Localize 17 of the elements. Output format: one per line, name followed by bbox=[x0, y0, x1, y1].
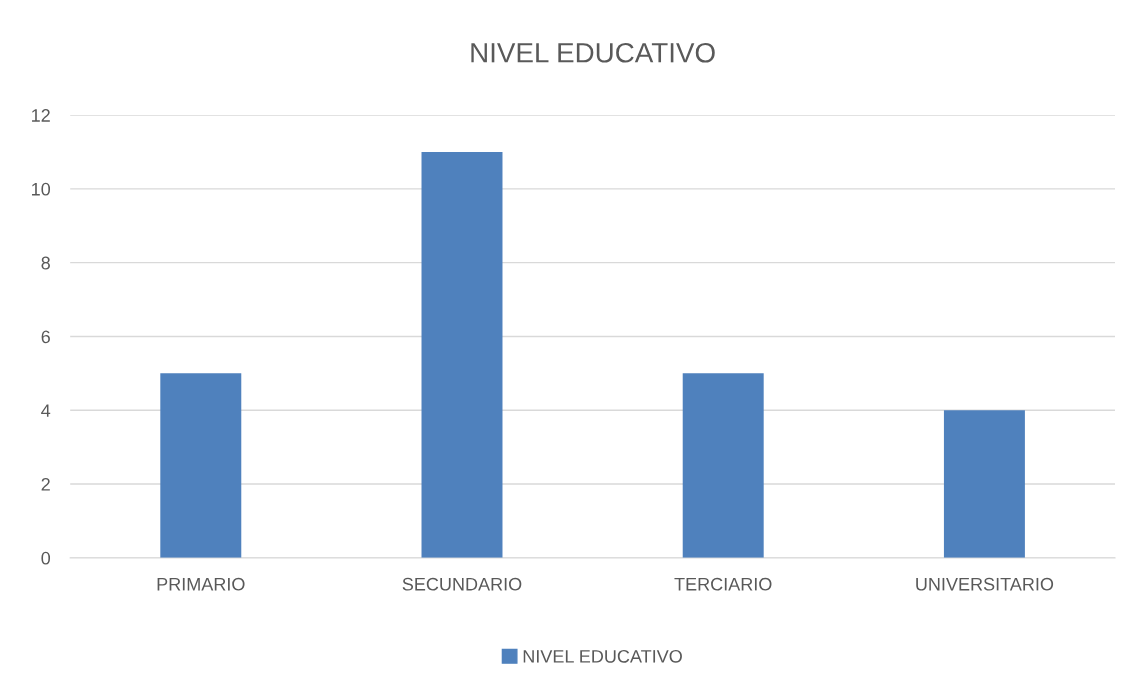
bar bbox=[421, 151, 503, 558]
y-tick-label: 0 bbox=[41, 551, 51, 565]
x-tick-label: SECUNDARIO bbox=[402, 577, 522, 591]
y-tick-label: 4 bbox=[41, 404, 51, 417]
x-tick-label: TERCIARIO bbox=[674, 577, 772, 591]
bar bbox=[682, 373, 764, 558]
chart-title: NIVEL EDUCATIVO bbox=[471, 42, 715, 63]
x-tick-label: PRIMARIO bbox=[157, 577, 245, 591]
x-tick-label: UNIVERSITARIO bbox=[916, 577, 1054, 591]
y-tick-label: 12 bbox=[32, 109, 50, 122]
bar bbox=[943, 410, 1025, 558]
y-tick-label: 6 bbox=[41, 330, 50, 344]
legend-label: NIVEL EDUCATIVO bbox=[523, 649, 682, 663]
bar bbox=[160, 373, 242, 558]
y-tick-label: 10 bbox=[32, 182, 51, 196]
y-tick-label: 8 bbox=[41, 256, 50, 270]
y-tick-label: 2 bbox=[41, 477, 50, 491]
